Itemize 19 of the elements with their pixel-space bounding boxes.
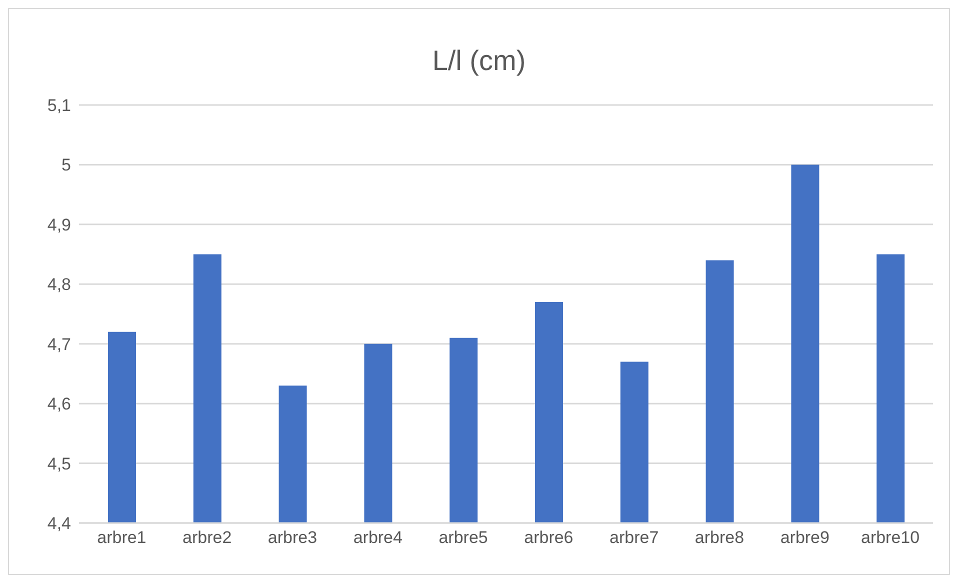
x-tick-label: arbre4	[353, 528, 402, 548]
x-tick-label: arbre1	[97, 528, 146, 548]
y-tick-label: 4,5	[47, 454, 71, 474]
y-tick-label: 4,4	[47, 514, 71, 534]
x-tick-label: arbre9	[780, 528, 830, 548]
x-tick-label: arbre3	[268, 528, 318, 548]
x-tick-label: arbre7	[610, 528, 659, 548]
chart-title: L/l (cm)	[431, 44, 527, 78]
x-tick-label: arbre8	[694, 528, 744, 548]
y-tick-label: 5,1	[47, 96, 71, 116]
y-tick-label: 4,9	[47, 215, 71, 234]
x-tick-label: arbre10	[860, 528, 920, 548]
y-tick-label: 4,6	[47, 394, 71, 414]
x-tick-label: arbre5	[438, 528, 488, 548]
x-tick-label: arbre2	[182, 528, 232, 548]
y-tick-label: 4,7	[47, 334, 71, 354]
y-tick-label: 5	[62, 156, 71, 175]
x-tick-label: arbre6	[524, 528, 574, 548]
y-tick-label: 4,8	[47, 275, 71, 294]
